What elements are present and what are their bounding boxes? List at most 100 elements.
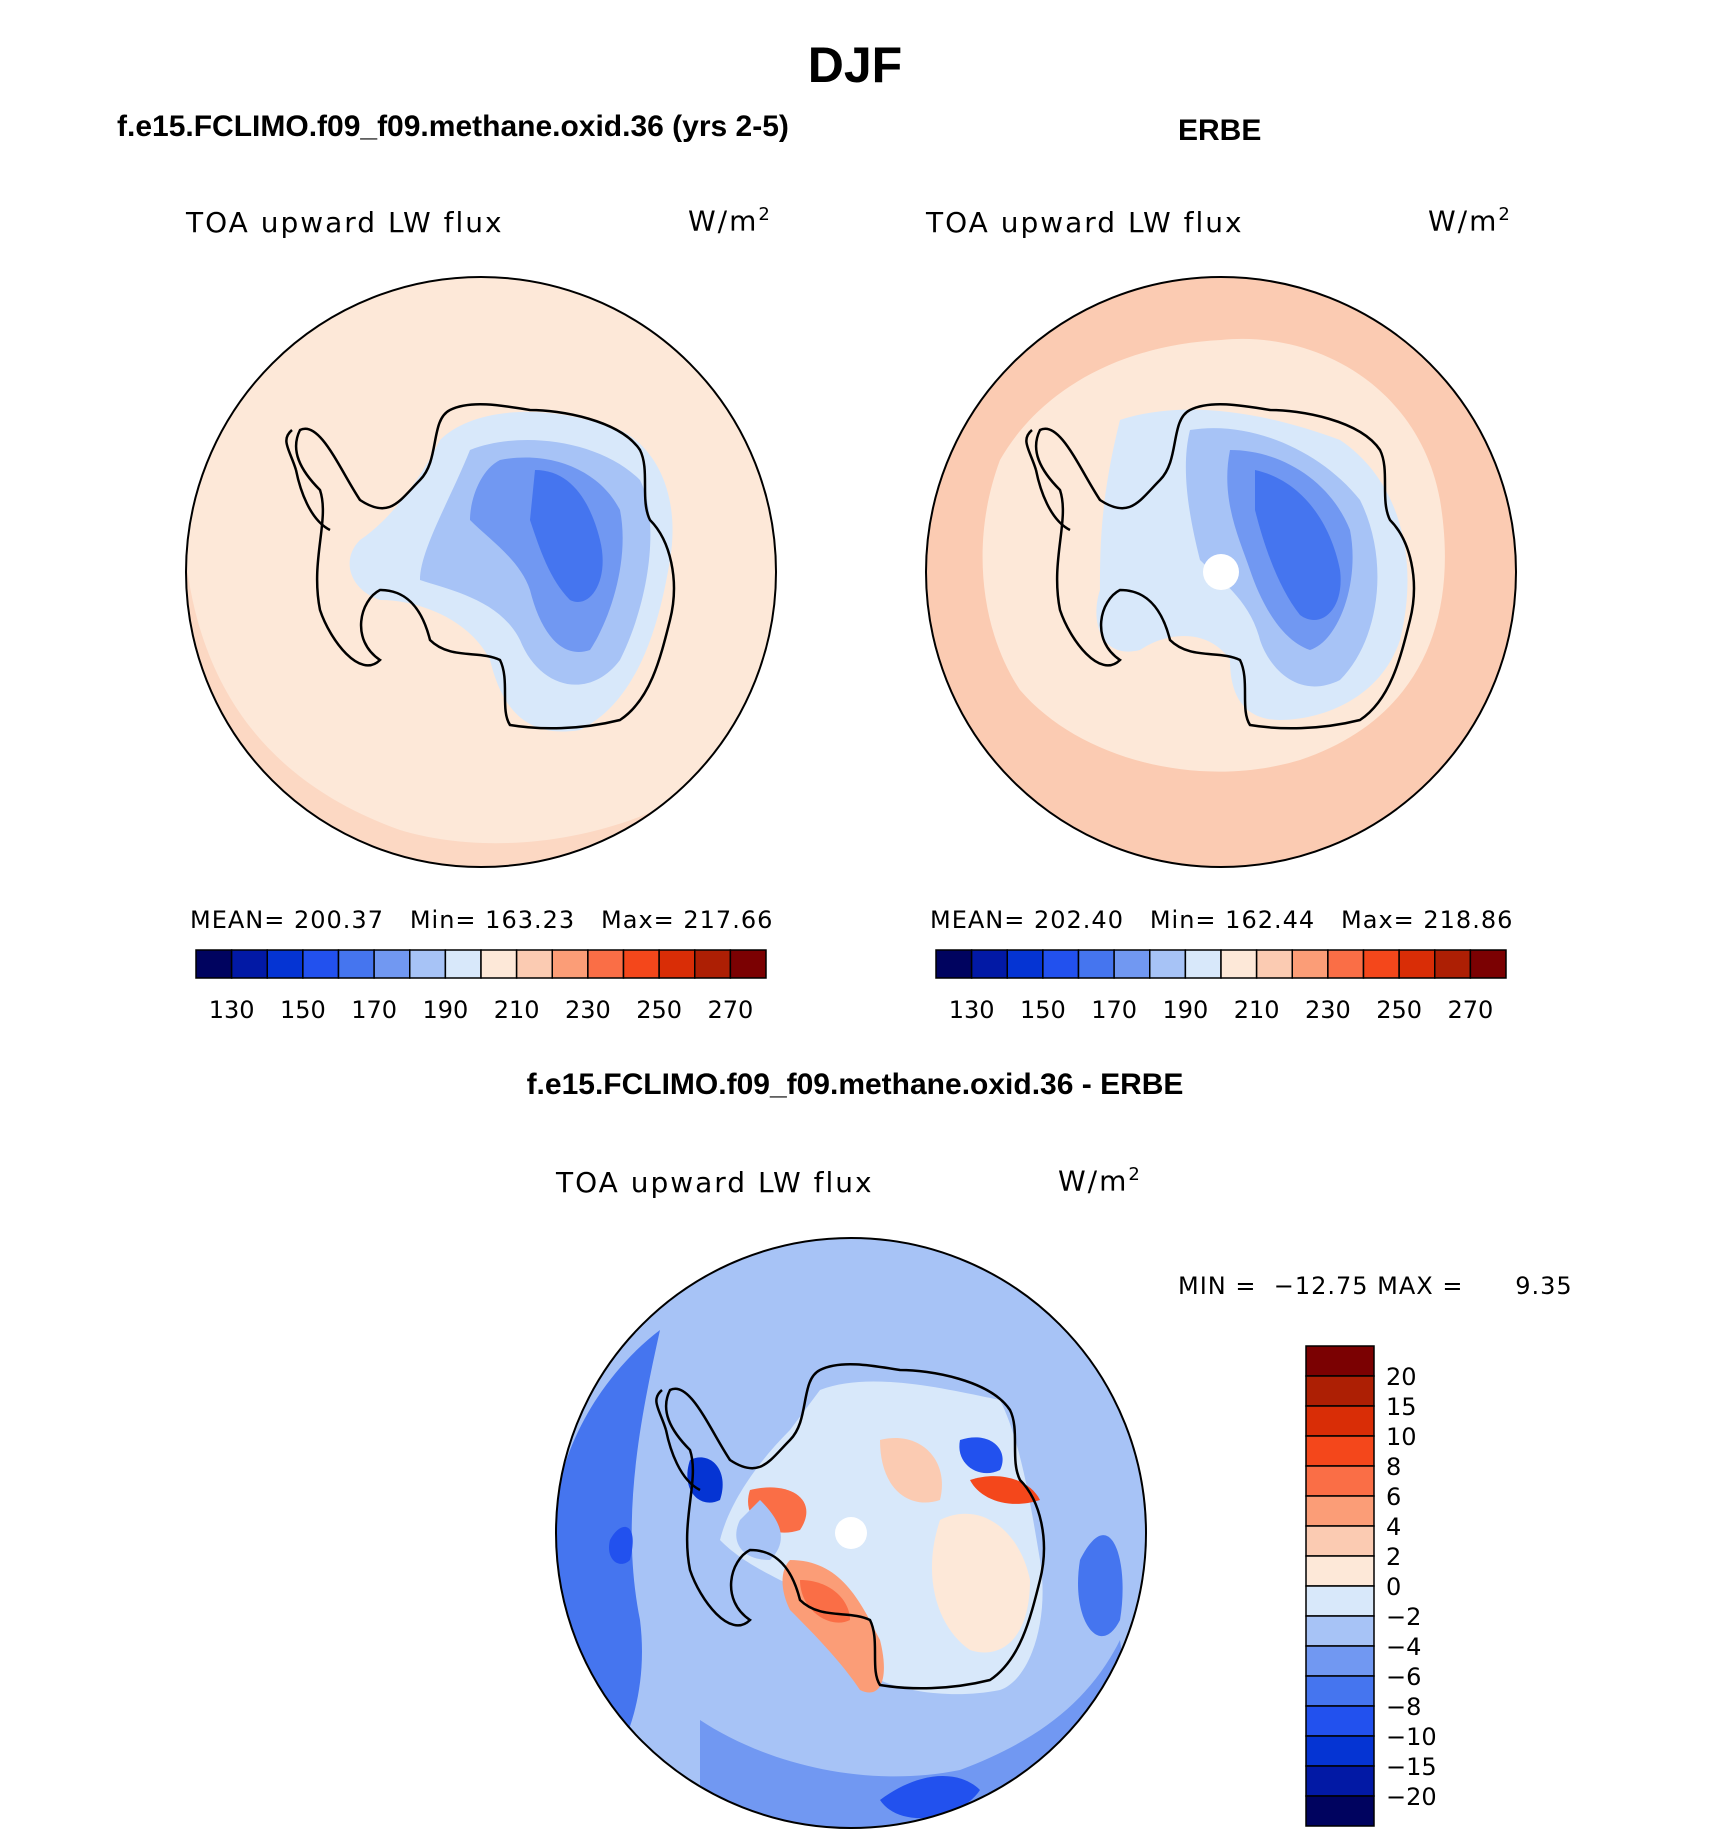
diff-colorbar-tick-label: −4 [1386,1633,1421,1661]
diff-pos-east-interior [931,1513,1030,1653]
diff-colorbar-tick-label: 10 [1386,1423,1417,1451]
diff-units-sup: 2 [1128,1164,1142,1185]
model-units-text: W/m [688,204,759,238]
diff-pos-north-patch [620,1245,720,1279]
diff-units-label: W/m2 [1058,1164,1142,1197]
obs-colorbar-swatch [1113,949,1151,979]
model-stats: MEAN= 200.37 Min= 163.23 Max= 217.66 [190,906,774,934]
model-colorbar-swatch [729,949,767,979]
model-units-label: W/m2 [688,204,772,237]
diff-variable-label: TOA upward LW flux [556,1166,874,1199]
obs-colorbar-swatch [1220,949,1258,979]
obs-map-border [925,276,1517,868]
model-map-border [185,276,777,868]
obs-peninsula [1025,429,1071,532]
obs-colorbar-tick-label: 210 [1234,996,1280,1024]
model-colorbar-tick-label: 210 [494,996,540,1024]
model-colorbar-swatch [444,949,482,979]
diff-colorbar-swatch [1305,1555,1375,1587]
obs-pole-hole [1203,554,1239,590]
obs-colorbar-swatch [1398,949,1436,979]
model-colorbar-tick-label: 190 [422,996,468,1024]
model-colorbar-swatch [587,949,625,979]
diff-colorbar-tick-label: −20 [1386,1783,1437,1811]
diff-colorbar-swatch [1305,1675,1375,1707]
model-colorbar: 130 150 170 190 210 230 250 270 [195,949,767,1024]
obs-colorbar-swatch [1469,949,1507,979]
diff-colorbar-swatch [1305,1375,1375,1407]
obs-colorbar-tick-label: 250 [1376,996,1422,1024]
diff-colorbar-tick-label: 15 [1386,1393,1417,1421]
model-colorbar-swatch [480,949,518,979]
diff-map-border [555,1237,1147,1829]
diff-coastline [664,1362,1046,1690]
diff-neg-east-core [959,1437,1003,1474]
obs-colorbar-swatch [1077,949,1115,979]
diff-contour-neg-inner [736,1500,781,1560]
model-contour-170 [530,470,603,602]
diff-colorbar-swatch [1305,1615,1375,1647]
model-units-sup: 2 [758,204,772,225]
diff-colorbar-swatch [1305,1345,1375,1377]
diff-colorbar-tick-label: −10 [1386,1723,1437,1751]
model-coastline [294,402,676,730]
model-peninsula [285,429,331,532]
model-colorbar-tick-label: 150 [280,996,326,1024]
obs-colorbar-swatch [1006,949,1044,979]
diff-colorbar-tick-label: −6 [1386,1663,1421,1691]
model-colorbar-swatch [622,949,660,979]
diff-peninsula [655,1389,701,1492]
diff-neg-south-core [880,1776,980,1819]
obs-stats: MEAN= 202.40 Min= 162.44 Max= 218.86 [930,906,1514,934]
diff-colorbar-swatch [1305,1585,1375,1617]
diff-colorbar-swatch [1305,1525,1375,1557]
diff-pole-hole [835,1517,867,1549]
model-colorbar-swatch [195,949,233,979]
diff-colorbar-tick-label: 0 [1386,1573,1401,1601]
diff-colorbar-tick-label: 2 [1386,1543,1401,1571]
model-colorbar-tick-label: 270 [707,996,753,1024]
model-map [186,277,776,867]
obs-colorbar: 130 150 170 190 210 230 250 270 [935,949,1507,1024]
model-panel-title: f.e15.FCLIMO.f09_f09.methane.oxid.36 (yr… [117,110,789,143]
diff-colorbar-swatch [1305,1495,1375,1527]
obs-colorbar-tick-label: 190 [1162,996,1208,1024]
model-colorbar-tick-label: 170 [351,996,397,1024]
obs-colorbar-tick-label: 150 [1020,996,1066,1024]
diff-colorbar-swatch [1305,1465,1375,1497]
diff-colorbar-tick-label: −15 [1386,1753,1437,1781]
obs-colorbar-swatch [1434,949,1472,979]
diff-colorbar-tick-label: 8 [1386,1453,1401,1481]
season-title: DJF [807,37,903,93]
obs-colorbar-swatch [1255,949,1293,979]
obs-map [926,277,1516,867]
obs-colorbar-tick-label: 270 [1447,996,1493,1024]
diff-pos-center-patch [880,1438,942,1503]
obs-colorbar-tick-label: 170 [1091,996,1137,1024]
diff-neg-west-core [609,1526,633,1564]
diff-neg-east [1078,1535,1123,1637]
obs-units-label: W/m2 [1428,204,1512,237]
model-variable-label: TOA upward LW flux [186,206,504,239]
model-colorbar-swatch [373,949,411,979]
model-colorbar-swatch [694,949,732,979]
diff-colorbar-swatch [1305,1435,1375,1467]
diff-colorbar-swatch [1305,1705,1375,1737]
diff-neg-peninsula-core [687,1457,723,1503]
model-colorbar-swatch [515,949,553,979]
model-colorbar-swatch [230,949,268,979]
diff-colorbar-swatch [1305,1795,1375,1827]
diff-stats: MIN = −12.75 MAX = 9.35 [1178,1272,1573,1300]
obs-variable-label: TOA upward LW flux [926,206,1244,239]
model-colorbar-swatch [409,949,447,979]
obs-colorbar-swatch [935,949,973,979]
obs-units-sup: 2 [1498,204,1512,225]
diff-colorbar-swatch [1305,1765,1375,1797]
model-colorbar-swatch [266,949,304,979]
obs-contour-170 [1255,470,1341,620]
diff-colorbar-tick-label: 20 [1386,1363,1417,1391]
obs-colorbar-swatch [1042,949,1080,979]
model-colorbar-tick-label: 250 [636,996,682,1024]
